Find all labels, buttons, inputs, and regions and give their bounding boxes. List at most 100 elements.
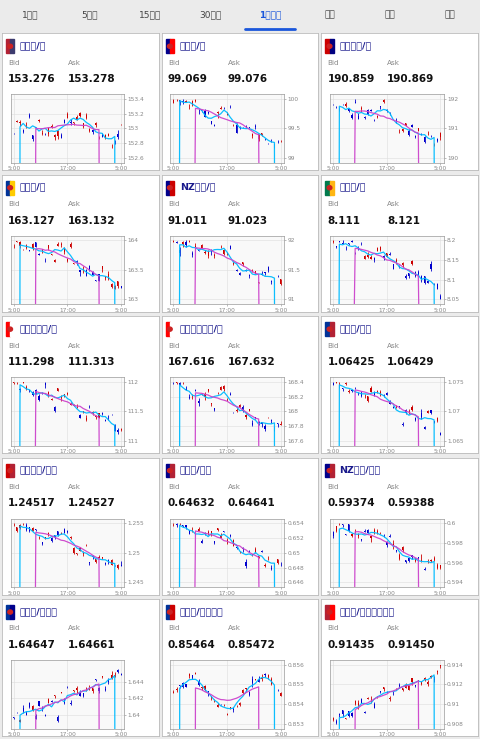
Bar <box>170 322 174 336</box>
Bar <box>179 250 180 253</box>
Bar <box>433 421 435 423</box>
Bar <box>358 115 359 119</box>
Bar <box>258 134 259 139</box>
Bar <box>173 692 174 693</box>
Text: 99.076: 99.076 <box>228 74 267 84</box>
Bar <box>20 525 21 528</box>
Bar <box>57 388 59 391</box>
Bar <box>393 544 394 545</box>
Circle shape <box>168 44 172 48</box>
Bar <box>411 555 412 556</box>
Bar <box>336 721 337 723</box>
Bar <box>29 115 30 117</box>
Bar <box>421 412 422 417</box>
Bar <box>64 394 65 395</box>
Bar <box>108 560 109 561</box>
Bar <box>405 276 406 278</box>
Bar <box>108 680 109 682</box>
Bar <box>440 296 441 299</box>
Bar <box>42 706 43 709</box>
Bar <box>361 539 362 540</box>
Bar <box>189 397 190 398</box>
Bar <box>20 121 21 123</box>
Bar <box>389 536 390 537</box>
Text: 米ドル/スイスフラン: 米ドル/スイスフラン <box>339 607 395 616</box>
Bar <box>105 276 106 278</box>
Text: Bid: Bid <box>168 625 180 632</box>
Bar <box>45 383 46 385</box>
Bar <box>236 270 237 271</box>
Bar <box>57 531 59 535</box>
Bar <box>26 386 27 389</box>
Bar <box>207 532 209 533</box>
Bar <box>51 126 52 127</box>
Bar <box>329 464 334 477</box>
Bar <box>380 392 381 394</box>
Text: 167.616: 167.616 <box>168 357 216 367</box>
Bar <box>204 533 205 534</box>
Circle shape <box>8 469 12 473</box>
Bar <box>32 706 33 710</box>
Bar <box>427 281 428 283</box>
Text: 8.111: 8.111 <box>327 216 360 225</box>
Bar <box>223 386 225 389</box>
Bar <box>220 536 221 538</box>
Bar <box>233 540 234 545</box>
Bar <box>70 122 71 123</box>
Text: 1.64647: 1.64647 <box>8 640 56 650</box>
Bar <box>98 557 99 558</box>
Text: 163.132: 163.132 <box>68 216 115 225</box>
Bar <box>325 181 329 194</box>
Text: Ask: Ask <box>228 201 240 207</box>
Bar <box>198 250 199 251</box>
Bar <box>229 246 231 248</box>
Text: Bid: Bid <box>327 484 339 490</box>
Bar <box>10 464 14 477</box>
Bar <box>242 548 243 549</box>
Bar <box>211 121 212 123</box>
Bar <box>383 534 384 536</box>
Bar <box>23 130 24 132</box>
Bar <box>120 286 121 287</box>
Text: ランド/円: ランド/円 <box>339 183 366 191</box>
Bar <box>64 699 65 704</box>
Text: Bid: Bid <box>8 625 20 632</box>
Bar <box>271 568 272 569</box>
Bar <box>92 130 93 132</box>
Bar <box>204 394 205 397</box>
Bar <box>70 537 71 538</box>
Bar <box>252 679 253 683</box>
Bar <box>89 129 90 132</box>
Bar <box>23 708 24 711</box>
Text: 30分足: 30分足 <box>199 10 221 19</box>
Text: 163.127: 163.127 <box>8 216 56 225</box>
Bar <box>73 405 74 406</box>
Bar <box>261 134 263 135</box>
Bar <box>98 688 99 692</box>
Bar <box>111 559 112 565</box>
Text: ユーロ/ドル: ユーロ/ドル <box>339 324 372 333</box>
Bar <box>48 245 49 248</box>
Text: 月足: 月足 <box>444 10 456 19</box>
Bar <box>198 111 199 112</box>
Bar <box>258 679 259 682</box>
Bar <box>195 534 196 535</box>
Bar <box>408 131 409 134</box>
Bar <box>261 422 263 423</box>
Bar <box>70 244 71 247</box>
Bar <box>336 526 337 531</box>
Bar <box>329 322 334 336</box>
Bar <box>64 248 65 251</box>
Bar <box>92 412 93 413</box>
Bar <box>348 712 349 715</box>
Bar <box>229 707 231 709</box>
Bar <box>170 39 174 53</box>
Bar <box>32 528 33 531</box>
Bar <box>267 268 269 270</box>
Text: 153.278: 153.278 <box>68 74 115 84</box>
Bar <box>355 701 356 704</box>
Bar <box>421 559 422 561</box>
Text: Ask: Ask <box>228 343 240 349</box>
Bar <box>399 684 400 687</box>
Bar <box>396 689 397 690</box>
